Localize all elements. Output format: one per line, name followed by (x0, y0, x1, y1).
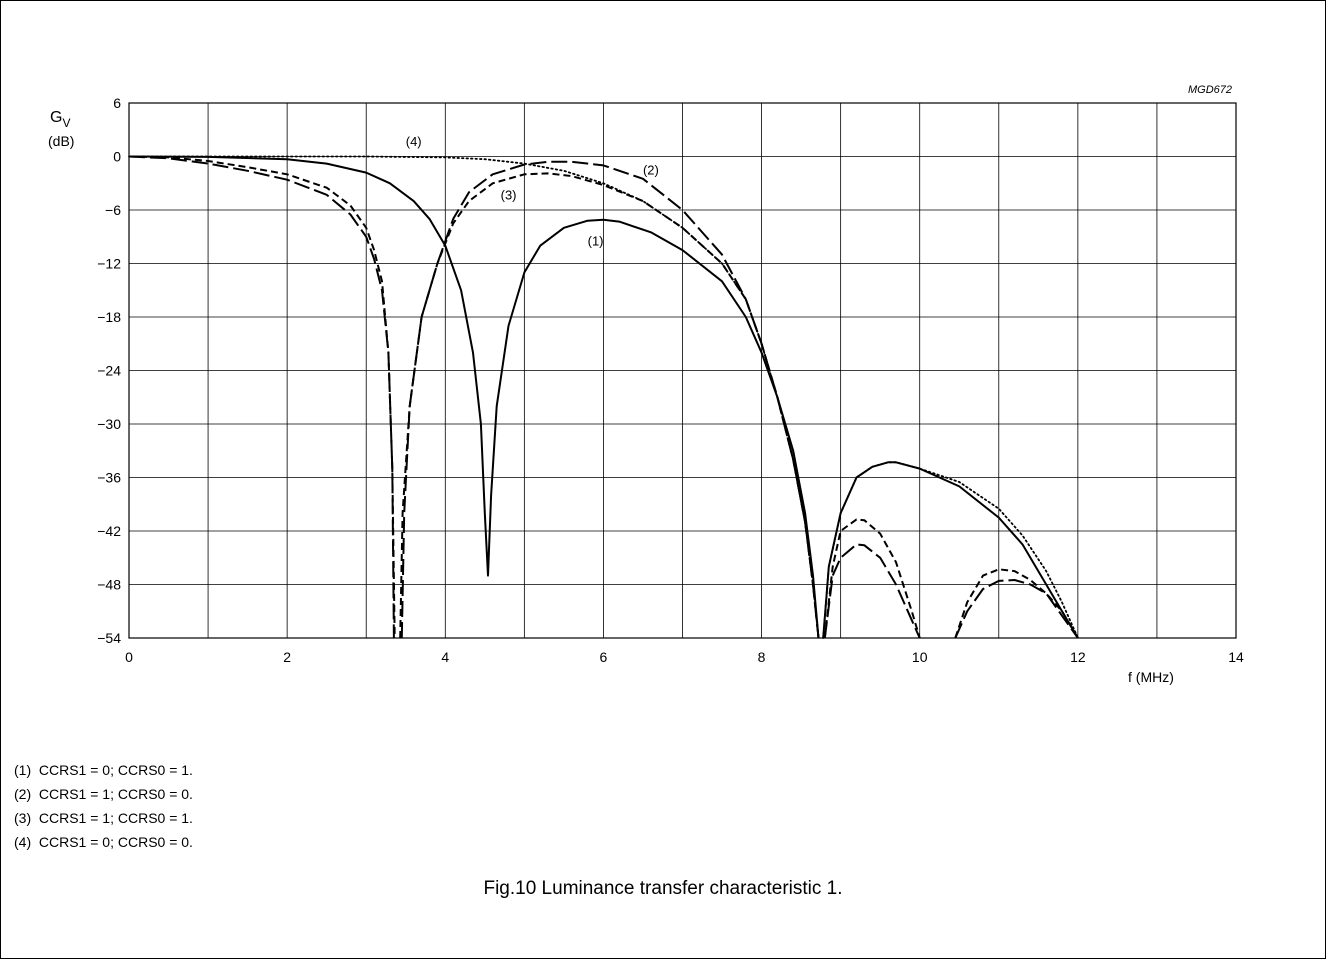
series-4-line (128, 155, 1079, 639)
figure-code: MGD672 (1188, 84, 1232, 96)
x-tick-label: 14 (1228, 649, 1244, 665)
series-2-label: (2) (643, 162, 659, 177)
y-tick-label: −30 (97, 416, 121, 432)
y-tick-label: −54 (97, 630, 121, 646)
series-3-segment (128, 155, 396, 639)
x-tick-label: 6 (600, 649, 608, 665)
x-tick-label: 12 (1070, 649, 1086, 665)
chart-labels: 0 2 4 6 8 10 12 14 6 0 −6 −12 −18 −24 −30 −36 −42 −48 −54 (… (97, 95, 1244, 665)
series-1-segment (128, 155, 820, 639)
series-3-segment (954, 568, 1079, 639)
series-3-segment (399, 172, 820, 639)
transfer-chart: 0 2 4 6 8 10 12 14 6 0 −6 −12 −18 −24 −30 −36 −42 −48 −54 (… (48, 84, 1244, 685)
series-4-segment (128, 155, 820, 639)
x-tick-label: 8 (758, 649, 766, 665)
x-tick-label: 10 (912, 649, 928, 665)
x-tick-label: 2 (283, 649, 291, 665)
legend-item-3: (3) CCRS1 = 1; CCRS0 = 1. (14, 810, 193, 826)
series-3-line (128, 155, 1079, 639)
y-tick-label: −6 (105, 202, 121, 218)
series-4-label: (4) (406, 134, 422, 149)
legend: (1) CCRS1 = 0; CCRS0 = 1. (2) CCRS1 = 1;… (14, 758, 193, 854)
legend-item-4: (4) CCRS1 = 0; CCRS0 = 0. (14, 834, 193, 850)
y-tick-label: 0 (113, 149, 121, 165)
plot-area-border (128, 102, 1237, 639)
legend-item-1: (1) CCRS1 = 0; CCRS0 = 1. (14, 762, 193, 778)
series-2-segment (128, 155, 395, 639)
y-tick-label: −24 (97, 363, 121, 379)
y-tick-label: −42 (97, 523, 121, 539)
series-3-segment (823, 518, 921, 639)
chart-curves (128, 155, 1079, 639)
series-3-label: (3) (501, 187, 517, 202)
y-tick-label: −18 (97, 309, 121, 325)
y-axis-label: GV (50, 109, 70, 130)
x-tick-label: 0 (125, 649, 133, 665)
y-tick-label: −36 (97, 470, 121, 486)
figure-caption: Fig.10 Luminance transfer characteristic… (483, 878, 843, 899)
x-tick-label: 4 (441, 649, 449, 665)
series-2-segment (823, 543, 921, 639)
legend-item-2: (2) CCRS1 = 1; CCRS0 = 0. (14, 786, 193, 802)
y-axis-unit: (dB) (48, 133, 74, 149)
chart-grid (128, 102, 1237, 639)
series-1-segment (822, 461, 1079, 639)
series-2-segment (400, 160, 820, 639)
series-1-label: (1) (588, 234, 604, 249)
y-tick-label: 6 (113, 95, 121, 111)
y-tick-label: −48 (97, 577, 121, 593)
series-4-segment (822, 461, 1079, 639)
y-tick-label: −12 (97, 256, 121, 272)
x-axis-label: f (MHz) (1128, 669, 1174, 685)
series-2-segment (954, 579, 1079, 639)
